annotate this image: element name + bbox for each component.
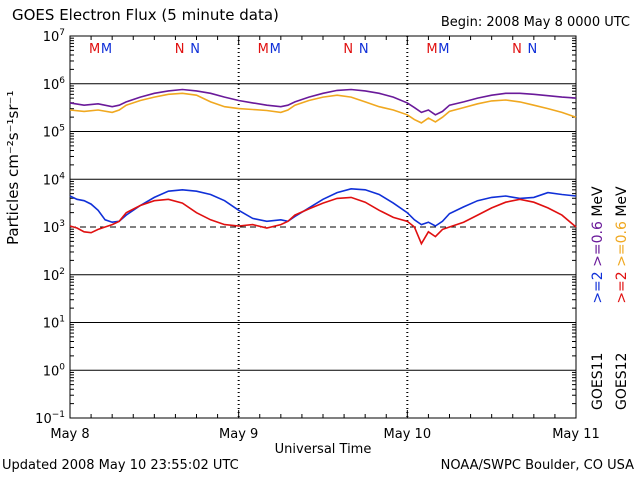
legend-goes11-mev: MeV	[590, 186, 606, 217]
y-tick-label: 10−1	[35, 410, 65, 427]
marker-n: N	[190, 42, 200, 57]
x-axis-label: Universal Time	[275, 442, 372, 457]
y-tick-label: 107	[43, 28, 65, 45]
y-tick-label: 103	[43, 219, 65, 236]
x-tick-label: May 10	[384, 427, 432, 442]
y-tick-exponent: 6	[59, 76, 65, 86]
legend-goes11: GOES11 >=2 >=0.6 MeV	[590, 186, 606, 410]
chart-grid	[69, 35, 577, 419]
y-tick-label: 100	[43, 362, 66, 379]
y-tick-exponent: −1	[52, 410, 65, 420]
marker-n: N	[343, 42, 353, 57]
legend-goes12-ge06: >=0.6	[614, 221, 630, 267]
y-tick-label: 102	[43, 267, 65, 284]
marker-m: M	[270, 42, 281, 57]
y-tick-exponent: 7	[59, 28, 65, 38]
legend-goes11-label: GOES11	[590, 352, 606, 410]
marker-m: M	[438, 42, 449, 57]
marker-m: M	[101, 42, 112, 57]
series-goes11_ge06	[69, 88, 577, 116]
marker-m: M	[258, 42, 269, 57]
legend-goes12-ge2: >=2	[614, 271, 630, 304]
y-tick-exponent: 3	[59, 219, 65, 229]
series-goes12_ge2	[69, 196, 577, 246]
y-tick-exponent: 0	[59, 362, 65, 372]
marker-n: N	[528, 42, 538, 57]
marker-m: M	[89, 42, 100, 57]
series-goes12_ge06	[69, 92, 577, 124]
y-tick-exponent: 5	[59, 124, 65, 134]
marker-n: N	[359, 42, 369, 57]
y-tick-label: 106	[43, 76, 66, 93]
y-axis-label: Particles cm⁻²s⁻¹sr⁻¹	[4, 90, 22, 245]
legend-goes11-ge06: >=0.6	[590, 221, 606, 267]
x-tick-label: May 8	[50, 427, 89, 442]
x-tick-label: May 9	[219, 427, 258, 442]
y-tick-exponent: 4	[59, 171, 65, 181]
credit: NOAA/SWPC Boulder, CO USA	[440, 458, 634, 473]
updated-time: Updated 2008 May 10 23:55:02 UTC	[2, 458, 239, 473]
y-tick-label: 101	[43, 315, 65, 332]
y-tick-exponent: 2	[59, 267, 65, 277]
legend-goes12-label: GOES12	[614, 352, 630, 410]
x-tick-label: May 11	[552, 427, 600, 442]
y-tick-label: 104	[43, 171, 66, 188]
marker-n: N	[512, 42, 522, 57]
legend-goes12-mev: MeV	[614, 186, 630, 217]
marker-m: M	[426, 42, 437, 57]
legend-goes11-ge2: >=2	[590, 271, 606, 304]
legend-goes12: GOES12 >=2 >=0.6 MeV	[614, 186, 630, 410]
y-tick-exponent: 1	[59, 315, 65, 325]
chart-title: GOES Electron Flux (5 minute data)	[12, 6, 279, 24]
begin-time: Begin: 2008 May 8 0000 UTC	[440, 15, 630, 30]
chart-series	[69, 88, 577, 246]
series-goes11_ge2	[69, 187, 577, 227]
marker-n: N	[175, 42, 185, 57]
y-tick-label: 105	[43, 124, 65, 141]
